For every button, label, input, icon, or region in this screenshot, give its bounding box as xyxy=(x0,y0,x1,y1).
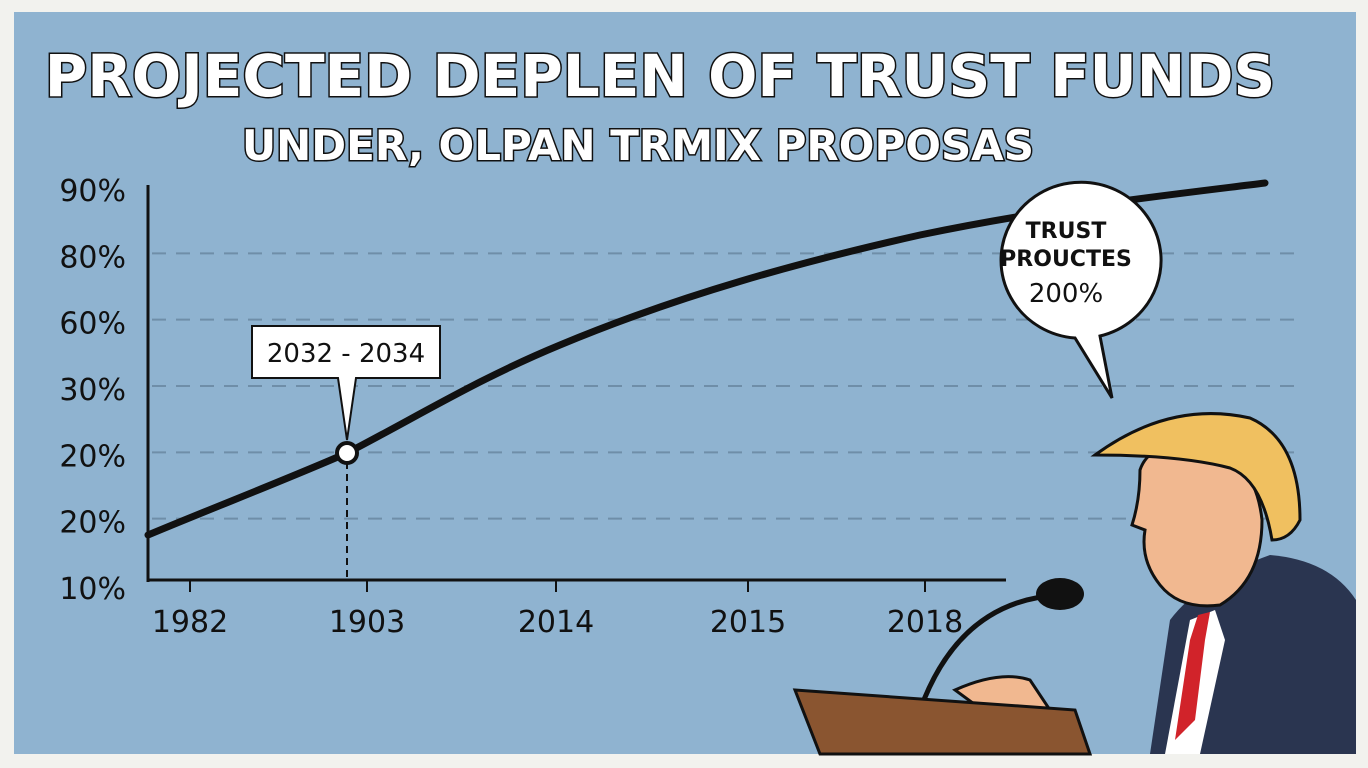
podium xyxy=(792,688,1093,756)
y-labels: 90% 80% 60% 30% 20% 20% 10% xyxy=(59,174,126,607)
tie xyxy=(1175,612,1210,740)
y-axis-label: 20% xyxy=(59,439,126,474)
hair xyxy=(1090,412,1302,542)
mic-stand xyxy=(917,592,1061,711)
marker xyxy=(335,441,359,465)
bubble-line: 200% xyxy=(1029,279,1103,309)
background xyxy=(14,12,1356,754)
title: PROJECTED DEPLEN OF TRUST FUNDS xyxy=(45,42,1276,110)
figure xyxy=(792,412,1356,756)
x-axis-label: 1982 xyxy=(152,605,228,640)
speech-bubble xyxy=(999,180,1163,399)
y-axis-label: 90% xyxy=(59,174,126,209)
y-axis-label: 20% xyxy=(59,506,126,541)
y-axis-label: 10% xyxy=(59,572,126,607)
subtitle: UNDER, OLPAN TRMIX PROPOSAS xyxy=(242,121,1034,170)
x-axis-label: 2018 xyxy=(887,605,963,640)
microphone xyxy=(1036,578,1084,610)
annotation-box xyxy=(251,325,441,441)
x-axis-label: 2015 xyxy=(710,605,786,640)
x-labels: 1982 1903 2014 2015 2018 xyxy=(152,580,963,640)
bubble-line: PROUCTES xyxy=(1000,247,1132,272)
y-axis-label: 60% xyxy=(59,307,126,342)
y-axis-label: 30% xyxy=(59,373,126,408)
y-axis-label: 80% xyxy=(59,240,126,275)
x-axis-label: 1903 xyxy=(329,605,405,640)
bubble-line: TRUST xyxy=(1026,219,1107,244)
x-axis-label: 2014 xyxy=(518,605,594,640)
annotation: 2032 - 2034 xyxy=(267,339,425,369)
